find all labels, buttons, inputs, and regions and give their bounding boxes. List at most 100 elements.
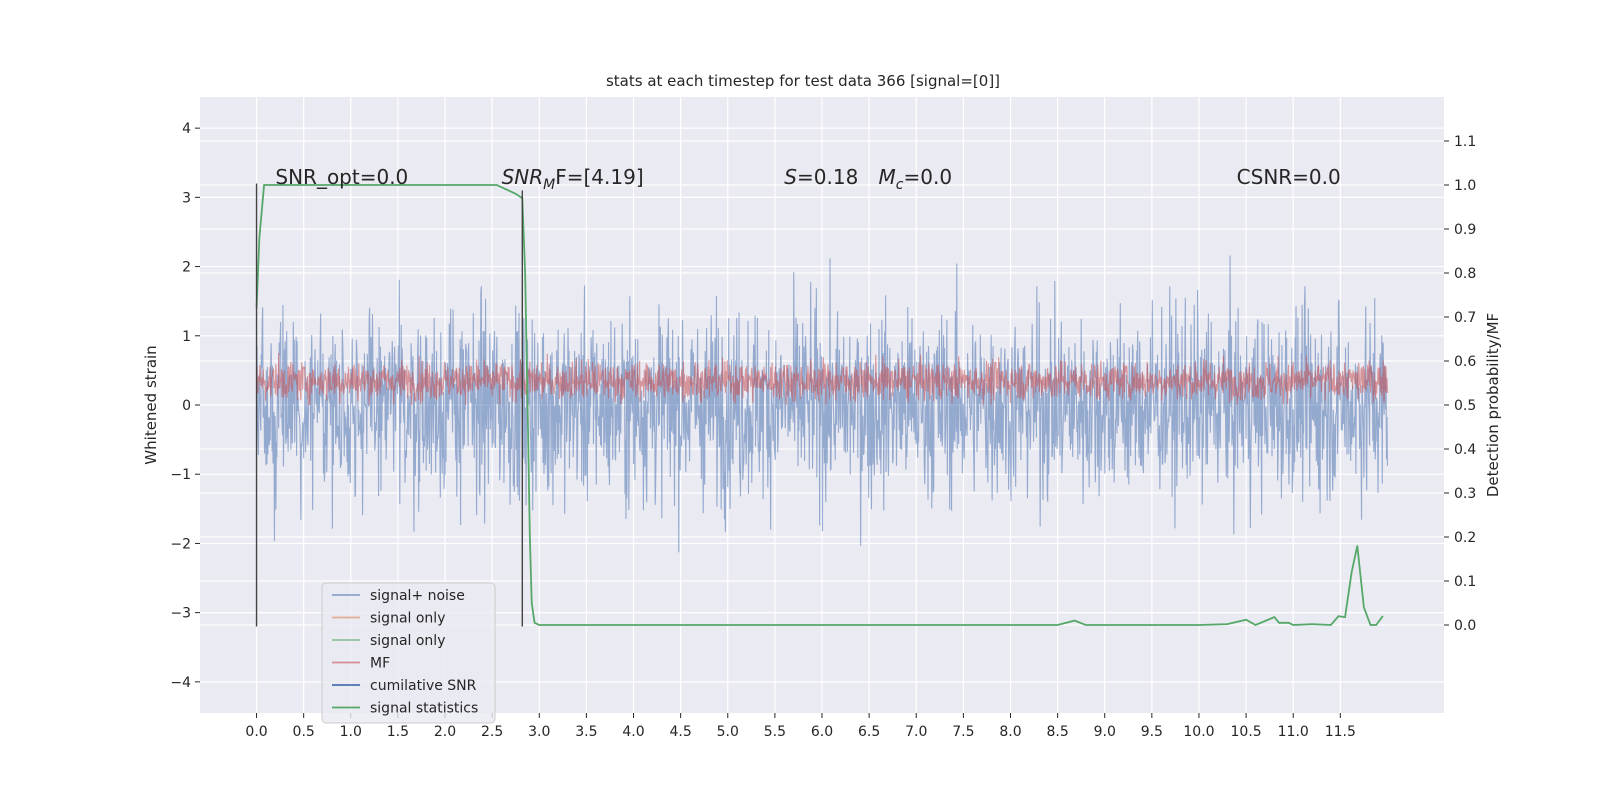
signal-statistics-point: [774, 624, 776, 626]
annotation-text: CSNR=0.0: [1237, 165, 1341, 189]
signal-statistics-point: [1254, 624, 1257, 626]
signal-statistics-point: [397, 184, 399, 186]
signal-statistics-point: [1330, 624, 1332, 626]
signal-statistics-point: [1245, 619, 1247, 621]
x-tick-label: 3.0: [528, 724, 550, 740]
y-tick-label: 1: [182, 329, 191, 345]
legend-entry: signal+ noise: [370, 588, 465, 604]
signal-statistics-point: [1226, 623, 1228, 625]
signal-statistics-point: [1009, 624, 1012, 626]
x-tick-label: 6.5: [858, 724, 880, 740]
signal-statistics-point: [1344, 616, 1346, 618]
grid-lines: [200, 97, 1444, 713]
annotation-subscript: M: [543, 177, 555, 193]
annotation-rest: =0.0: [904, 165, 953, 189]
signal-statistics-point: [538, 624, 540, 626]
x-tick-label: 0.5: [293, 724, 315, 740]
signal-statistics-point: [1311, 623, 1313, 625]
annotation-main: S: [784, 165, 797, 189]
signal-statistics-point: [1198, 624, 1200, 626]
signal-statistics-point: [962, 624, 964, 626]
vertical-markers: [255, 183, 524, 627]
x-tick-label: 8.0: [999, 724, 1021, 740]
signal-statistics-point: [1337, 615, 1340, 617]
x-tick-label: 9.5: [1141, 724, 1163, 740]
signal-statistics-point: [1363, 606, 1365, 609]
signal-statistics-point: [350, 184, 352, 186]
signal-statistics-point: [585, 624, 587, 626]
signal-statistics-point: [263, 184, 265, 186]
signal-statistics-point: [1151, 624, 1153, 626]
signal-statistics-point: [1369, 624, 1372, 626]
y-right-tick-label: 0.9: [1454, 222, 1476, 238]
annotation-text: SNRMF=[4.19]: [502, 165, 644, 193]
legend-entry: signal statistics: [370, 701, 478, 717]
annotation-subscript: c: [896, 177, 904, 193]
signal-statistics-point: [1278, 622, 1280, 624]
signal-statistics-point: [1356, 545, 1358, 547]
signal-statistics-point: [680, 624, 682, 626]
x-tick-label: 0.0: [245, 724, 267, 740]
series-mf: [256, 352, 1388, 406]
signal-statistics-point: [632, 624, 635, 626]
y-axis-label: Whitened strain: [142, 345, 160, 464]
y-tick-label: −4: [170, 675, 191, 691]
y-tick-label: −2: [170, 536, 191, 552]
annotation-rest: =0.18: [797, 165, 858, 189]
y-right-axis-ticks: 0.0 0.1 0.2 0.3 0.4 0.5 0.6 0.7 0.8 0.9 1.0 1.1: [1444, 134, 1476, 634]
x-tick-label: 1.0: [340, 724, 362, 740]
signal-statistics-point: [915, 624, 917, 626]
x-tick-label: 4.0: [622, 724, 644, 740]
y-right-tick-label: 0.4: [1454, 442, 1476, 458]
signal-statistics-point: [496, 184, 498, 186]
chart-title: stats at each timestep for test data 366…: [606, 72, 1000, 90]
x-tick-label: 10.0: [1183, 724, 1214, 740]
y-right-tick-label: 0.2: [1454, 530, 1476, 546]
y-right-axis-label: Detection probability/MF: [1484, 313, 1502, 497]
signal-statistics-point: [303, 184, 305, 186]
x-tick-label: 5.0: [717, 724, 739, 740]
x-tick-label: 2.5: [481, 724, 503, 740]
signal-statistics-point: [1073, 620, 1076, 622]
y-tick-label: −3: [170, 606, 191, 622]
signal-statistics-point: [1104, 624, 1106, 626]
legend-box: [321, 582, 496, 724]
signal-statistics-point: [1273, 616, 1275, 618]
y-right-tick-label: 0.8: [1454, 266, 1476, 282]
signal-statistics-point: [529, 536, 531, 538]
x-tick-label: 11.5: [1325, 724, 1356, 740]
y-right-tick-label: 0.5: [1454, 398, 1476, 414]
signal-statistics-point: [1287, 622, 1290, 624]
legend-entry: signal only: [370, 633, 445, 649]
x-tick-label: 9.0: [1094, 724, 1116, 740]
signal-statistics-point: [482, 184, 484, 186]
signal-statistics-point: [821, 624, 823, 626]
x-tick-label: 2.0: [434, 724, 456, 740]
annotation-rest: F=[4.19]: [555, 165, 643, 189]
legend-entry: cumilative SNR: [370, 678, 477, 694]
y-tick-label: −1: [170, 467, 191, 483]
signal-statistics-point: [1382, 615, 1384, 617]
x-tick-label: 7.5: [952, 724, 974, 740]
y-tick-label: 0: [182, 398, 191, 414]
x-tick-label: 7.0: [905, 724, 927, 740]
x-tick-label: 6.0: [811, 724, 833, 740]
signal-statistics-point: [505, 188, 507, 190]
x-axis-ticks: 0.0 0.5 1.0 1.5 2.0 2.5 3.0 3.5 4.0 4.5 5.0 5.5 6.0 6…: [245, 713, 1356, 740]
y-right-tick-label: 1.0: [1454, 178, 1476, 194]
annotation-text: S=0.18: [784, 165, 858, 189]
x-tick-label: 10.5: [1231, 724, 1262, 740]
x-tick-label: 5.5: [764, 724, 786, 740]
y-right-tick-label: 0.0: [1454, 618, 1476, 634]
signal-statistics-point: [1057, 624, 1059, 626]
signal-statistics-point: [531, 602, 533, 604]
x-tick-label: 11.0: [1278, 724, 1309, 740]
y-axis-ticks: −4 −3 −2 −1 0 1 2 3 4: [170, 121, 200, 691]
signal-statistics-point: [444, 184, 446, 186]
annotation-main: CSNR=0.0: [1237, 165, 1341, 189]
signal-statistics-point: [527, 426, 529, 428]
annotation-main: SNR: [502, 165, 544, 189]
y-tick-label: 4: [182, 121, 191, 137]
signal-statistics-point: [868, 624, 870, 626]
